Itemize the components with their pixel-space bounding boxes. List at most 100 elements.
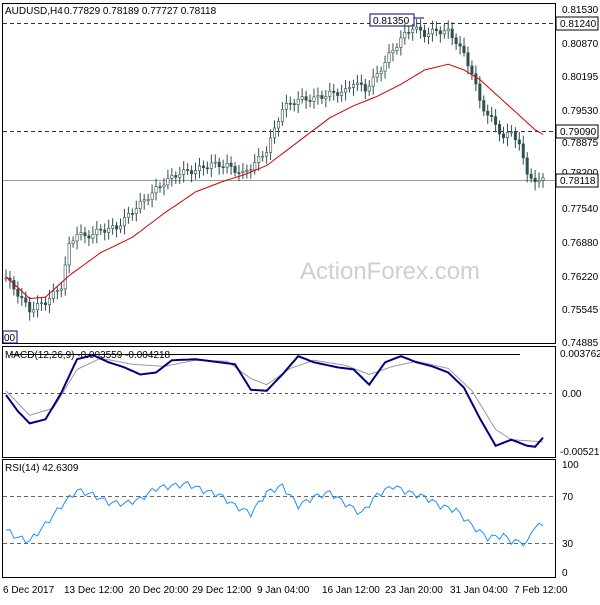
candle-body (308, 99, 312, 102)
resistance-level-tag: 0.81240 (555, 16, 599, 31)
candle-body (466, 52, 470, 67)
macd-signal-line (5, 357, 544, 443)
candle-body (178, 174, 182, 178)
candle-body (403, 32, 407, 39)
candle-body (253, 162, 257, 171)
candle-body (257, 155, 261, 163)
candle-body (525, 157, 529, 175)
candle-body (20, 296, 24, 299)
candle-body (340, 91, 344, 96)
candle-body (107, 228, 111, 233)
candle-body (462, 45, 466, 54)
watermark: ActionForex.com (300, 258, 480, 285)
time-label: 7 Feb 12:00 (514, 585, 568, 596)
candle-body (213, 161, 217, 164)
candle-body (517, 139, 521, 145)
moving-average-line (5, 63, 544, 300)
candle-body (209, 162, 213, 169)
candle-body (442, 30, 446, 35)
candle-body (221, 166, 225, 169)
high-annotation: 0.81350 (369, 13, 424, 27)
candle-body (355, 82, 359, 85)
candle-body (150, 192, 154, 200)
candle-body (332, 90, 336, 93)
candle-body (470, 65, 474, 74)
candle-body (190, 170, 194, 175)
candle-body (126, 213, 130, 218)
macd-y-axis: 0.003762 0.00 -0.005216 (560, 349, 600, 458)
macd-panel-frame (2, 346, 556, 458)
candle-body (245, 170, 249, 172)
candle-body (533, 178, 537, 183)
rsi-y-axis: 100 70 30 0 (562, 460, 579, 579)
candle-body (75, 234, 79, 242)
candle-body (359, 82, 363, 85)
candle-body (166, 178, 170, 186)
candle-body (411, 28, 415, 33)
candle-body (320, 95, 324, 99)
candle-body (351, 84, 355, 88)
candle-body (415, 26, 419, 30)
candle-body (59, 288, 63, 291)
candle-body (284, 103, 288, 110)
candle-body (407, 32, 411, 34)
rsi-tick: 100 (562, 460, 579, 471)
candle-body (197, 165, 201, 171)
candle-body (537, 180, 541, 183)
candle-body (115, 225, 119, 230)
price-panel-frame (2, 3, 556, 344)
candle-body (225, 162, 229, 168)
support-level-label: 0.79090 (560, 127, 597, 138)
candle-body (399, 37, 403, 48)
rsi-panel-frame (2, 459, 556, 578)
candle-body (300, 96, 304, 100)
candle-body (71, 240, 75, 244)
candle-body (63, 264, 67, 290)
macd-tick: 0.00 (562, 389, 582, 400)
candle-body (134, 208, 138, 214)
candle-body (395, 46, 399, 51)
candle-body (142, 199, 146, 202)
price-tick: 0.80195 (562, 72, 599, 83)
candle-body (174, 175, 178, 178)
rsi-label: RSI(14) 42.6309 (5, 463, 79, 474)
candle-body (367, 85, 371, 92)
candle-body (450, 28, 454, 39)
candle-body (79, 232, 83, 235)
time-label: 29 Dec 12:00 (192, 585, 252, 596)
candle-body (328, 90, 332, 97)
candle-body (182, 169, 186, 175)
candle-body (16, 288, 20, 297)
candle-body (269, 137, 273, 153)
candle-body (288, 103, 292, 105)
candle-body (430, 28, 434, 35)
candle-body (363, 84, 367, 92)
price-tick: 0.76220 (562, 272, 599, 283)
candle-body (383, 62, 387, 72)
candle-body (426, 33, 430, 38)
time-label: 13 Dec 12:00 (64, 585, 124, 596)
macd-tick: 0.003762 (560, 349, 600, 360)
candle-body (24, 297, 28, 303)
price-tick: 0.78875 (562, 138, 599, 149)
candle-body (371, 76, 375, 87)
candle-body (249, 169, 253, 172)
candle-body (446, 28, 450, 32)
candle-body (490, 114, 494, 117)
time-label: 6 Dec 2017 (3, 585, 55, 596)
candle-body (494, 116, 498, 125)
support-level-tag: 0.79090 (555, 124, 599, 139)
candle-body (454, 37, 458, 44)
candle-body (505, 132, 509, 139)
candle-body (201, 165, 205, 169)
resistance-level-label: 0.81240 (560, 19, 597, 30)
price-tick: 0.75545 (562, 305, 599, 316)
price-tick: 0.80870 (562, 39, 599, 50)
macd-tick: -0.005216 (560, 447, 600, 458)
price-symbol-label: AUDUSD,H4 (5, 6, 63, 17)
candle-body (324, 96, 328, 99)
time-axis: 6 Dec 2017 13 Dec 12:00 20 Dec 20:00 29 … (3, 585, 568, 596)
candle-body (67, 243, 71, 266)
candle-body (51, 290, 55, 299)
